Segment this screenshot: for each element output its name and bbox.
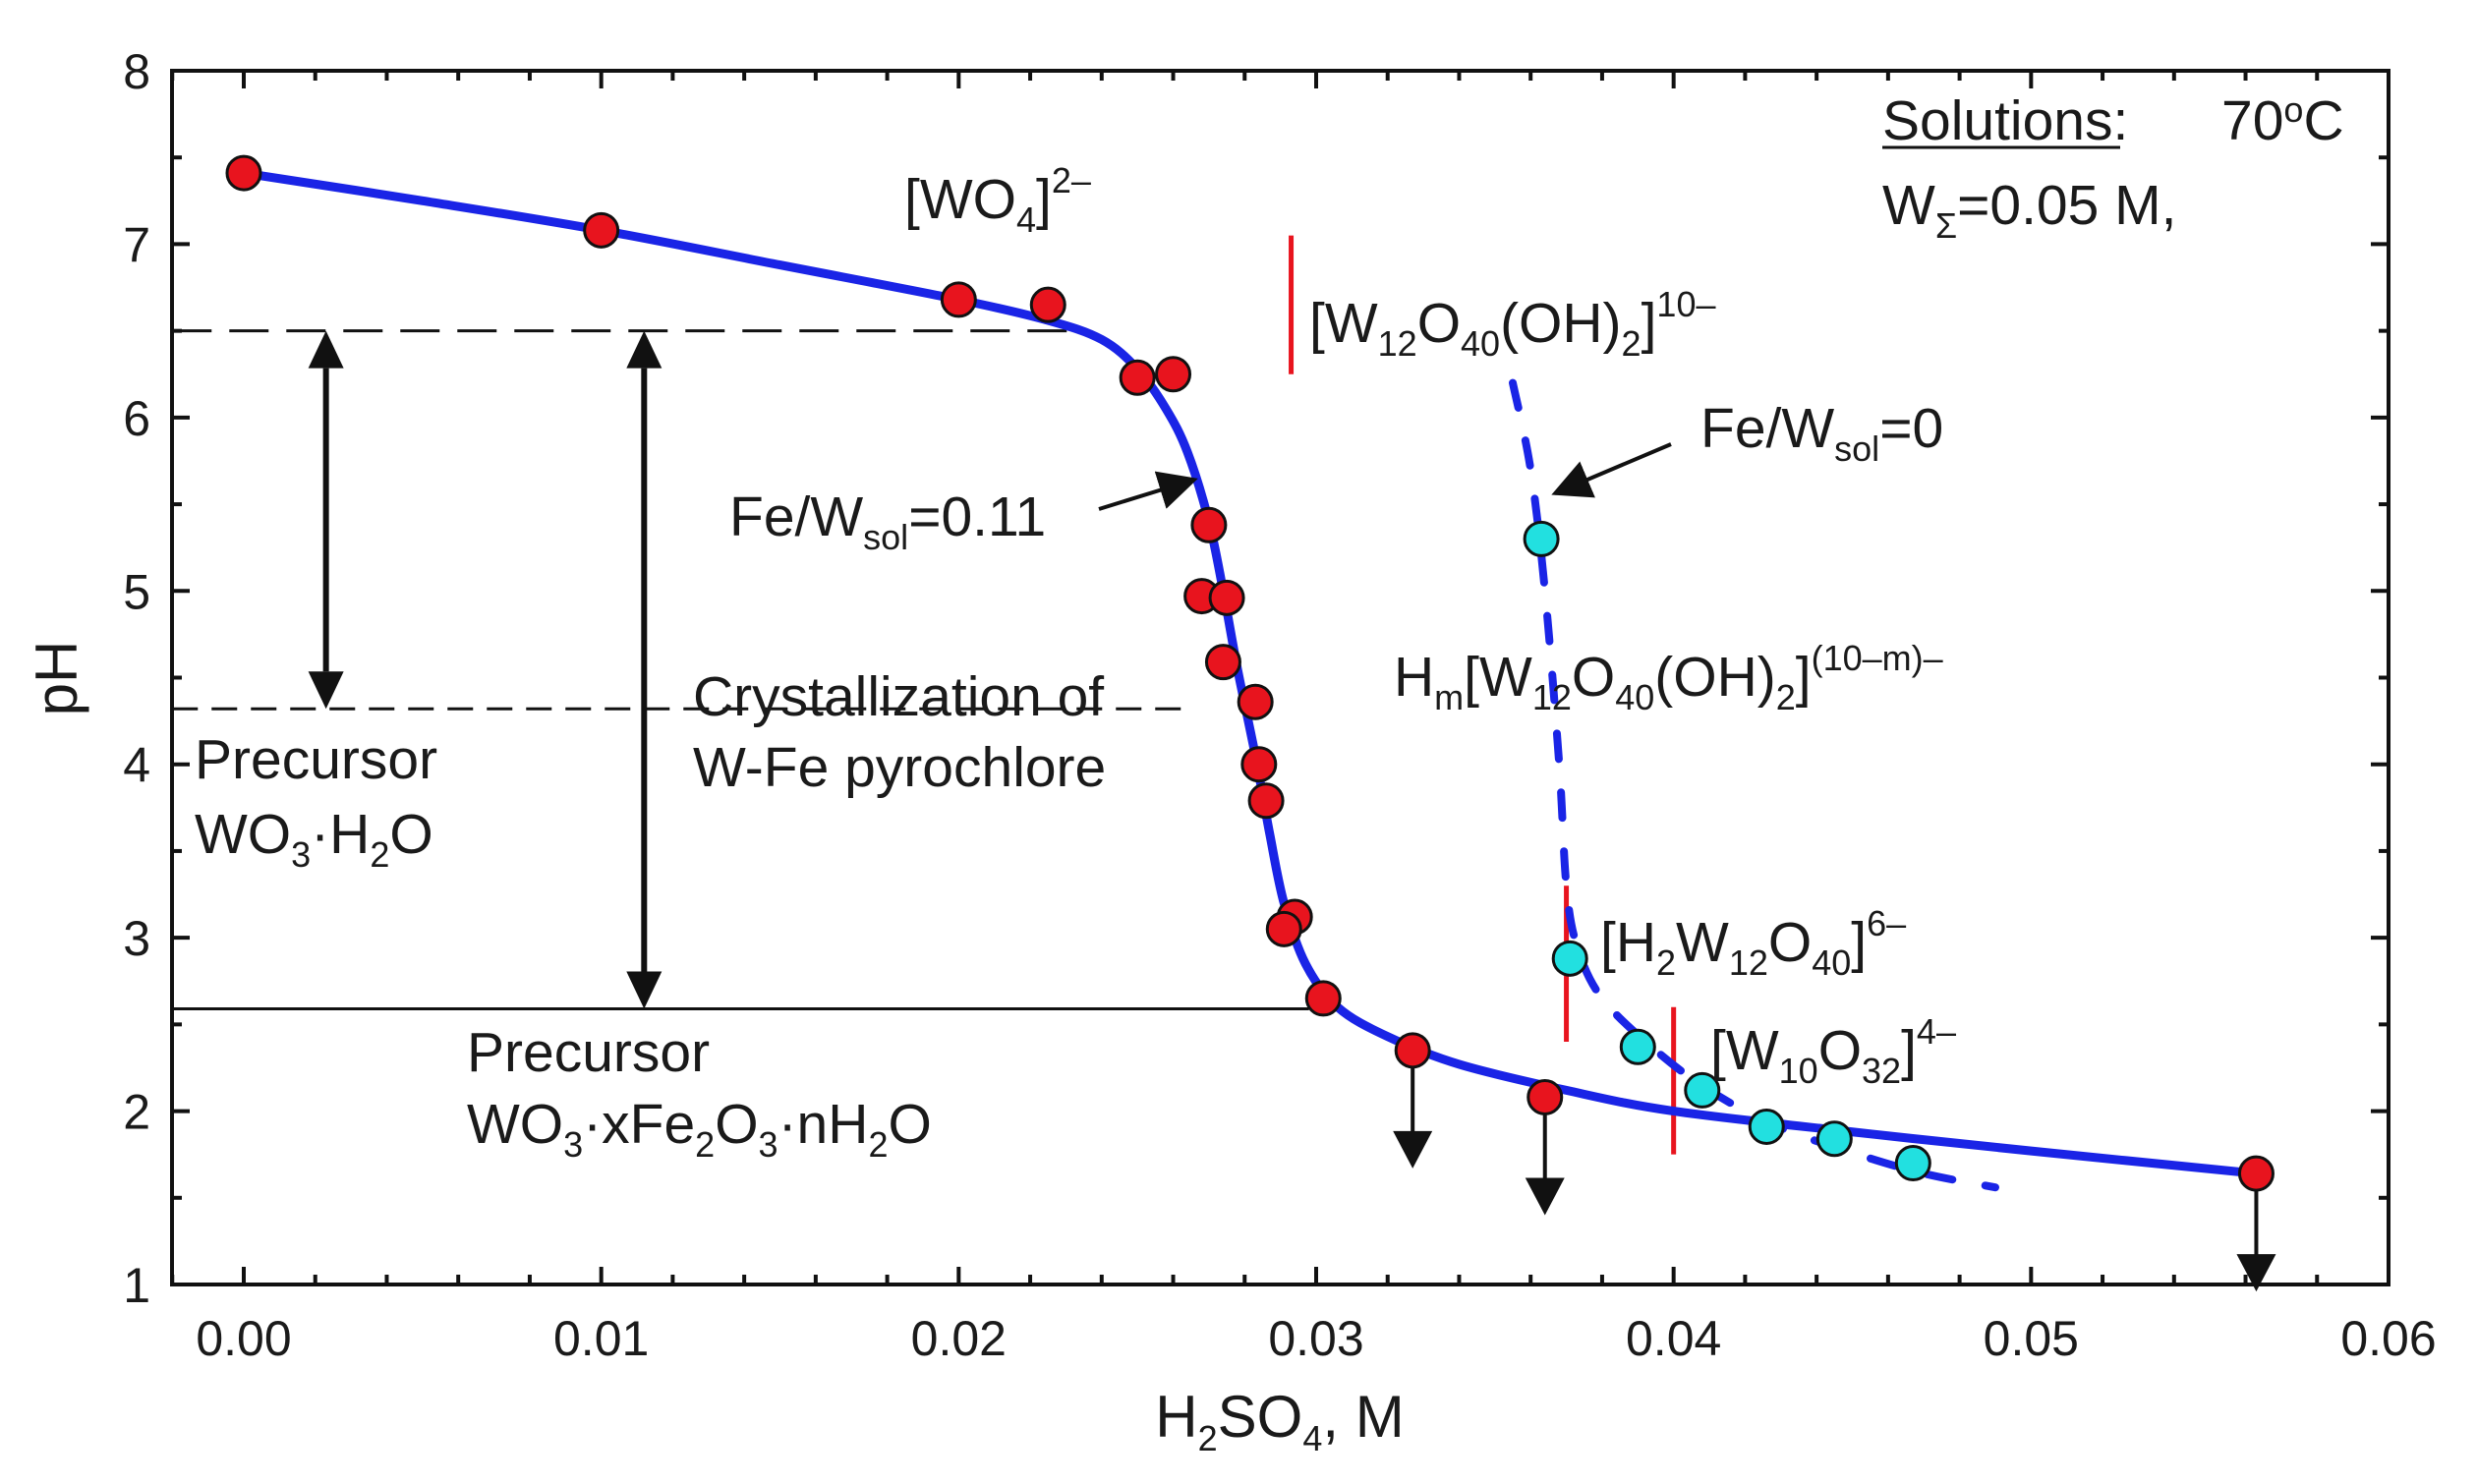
limit-arrows	[1393, 1061, 2276, 1292]
data-point-fe-w-0	[1523, 520, 1560, 557]
data-point-fe-w-011	[225, 154, 262, 192]
w-total-label: WΣ=0.05 M,	[1882, 174, 2176, 246]
data-point-fe-w-011	[1394, 1032, 1431, 1069]
y-tick-labels: 1 2 3 4 5 6 7 8	[123, 44, 150, 1313]
data-point-fe-w-011	[1265, 910, 1302, 947]
x-tick-label: 0.05	[1984, 1311, 2079, 1366]
fe-w-011-label: Fe/Wsol=0.11	[729, 485, 1046, 557]
data-point-fe-w-011	[940, 281, 977, 318]
fe-w-0-pointer-arrow	[1551, 442, 1672, 498]
reference-lines	[172, 329, 1309, 1010]
h2w12-species-label: [H2W12O40]6–	[1600, 903, 1906, 983]
range-arrows	[308, 330, 662, 1009]
data-point-fe-w-011	[1155, 356, 1192, 393]
x-tick-label: 0.04	[1626, 1311, 1721, 1366]
data-point-fe-w-0	[1551, 940, 1588, 977]
y-tick-label: 4	[123, 738, 150, 793]
temperature-label: 70oC	[2221, 89, 2344, 152]
data-point-fe-w-011	[1029, 286, 1066, 323]
data-point-fe-w-011	[1204, 644, 1241, 681]
data-point-fe-w-0	[1748, 1108, 1785, 1145]
y-tick-label: 6	[123, 391, 150, 446]
fit-curves	[239, 168, 2261, 1192]
y-tick-label: 1	[123, 1258, 150, 1313]
range-arrow-head-up	[626, 330, 662, 369]
x-tick-label: 0.01	[553, 1311, 649, 1366]
w12-oh2-species-label: [W12O40(OH)2]10–	[1309, 284, 1716, 364]
data-point-fe-w-011	[1208, 579, 1245, 616]
data-point-fe-w-011	[1190, 506, 1228, 543]
data-point-fe-w-0	[1684, 1071, 1721, 1109]
fe-w-011-pointer-arrow	[1098, 471, 1198, 511]
precursor-2-label-line2: WO3·xFe2O3·nH2O	[467, 1093, 932, 1165]
data-point-fe-w-011	[1237, 683, 1274, 720]
x-tick-label: 0.02	[911, 1311, 1007, 1366]
w10-species-label: [W10O32]4–	[1710, 1011, 1956, 1091]
data-point-fe-w-0	[1619, 1028, 1656, 1065]
x-tick-labels: 0.00 0.01 0.02 0.03 0.04 0.05 0.06	[196, 1311, 2436, 1366]
range-arrow-head-down	[626, 971, 662, 1009]
x-tick-label: 0.06	[2340, 1311, 2436, 1366]
hm-species-label: Hm[W12O40(OH)2](10–m)–	[1394, 638, 1943, 717]
y-tick-label: 7	[123, 217, 150, 272]
crystallization-label-line2: W-Fe pyrochlore	[693, 736, 1106, 799]
data-point-fe-w-011	[1119, 359, 1156, 396]
fit-curve-fe-w-0	[1509, 378, 1999, 1192]
y-tick-label: 3	[123, 911, 150, 966]
solutions-label: Solutions:	[1882, 89, 2128, 152]
precursor-2-label-line1: Precursor	[467, 1021, 710, 1084]
data-point-fe-w-011	[1247, 782, 1285, 820]
data-points	[225, 154, 2275, 1192]
precursor-1-label-line2: WO3·H2O	[195, 803, 433, 875]
down-arrow-head	[2236, 1254, 2276, 1292]
down-arrow-head	[1525, 1177, 1565, 1216]
y-axis-title: pH	[24, 641, 89, 716]
precursor-1-label-line1: Precursor	[195, 728, 437, 791]
fe-w-0-label: Fe/Wsol=0	[1700, 397, 1943, 469]
range-arrow-head-up	[308, 330, 344, 369]
data-point-fe-w-011	[1527, 1078, 1564, 1115]
data-point-fe-w-011	[583, 211, 620, 249]
axis-ticks	[170, 69, 2391, 1286]
y-tick-label: 8	[123, 44, 150, 99]
x-tick-label: 0.03	[1268, 1311, 1363, 1366]
y-tick-label: 2	[123, 1085, 150, 1140]
data-point-fe-w-011	[2237, 1155, 2275, 1192]
data-point-fe-w-0	[1894, 1145, 1931, 1181]
range-arrow-head-down	[308, 671, 344, 710]
down-arrow-head	[1393, 1130, 1433, 1169]
crystallization-label-line1: Crystallization of	[693, 665, 1104, 728]
data-point-fe-w-011	[1304, 980, 1342, 1017]
fit-curve-fe-w-011	[239, 168, 2261, 1178]
wo4-species-label: [WO4]2–	[904, 160, 1091, 240]
data-point-fe-w-011	[1240, 746, 1278, 783]
x-axis-title: H2SO4, M	[1155, 1384, 1404, 1458]
x-tick-label: 0.00	[196, 1311, 291, 1366]
y-tick-label: 5	[123, 564, 150, 619]
data-point-fe-w-0	[1815, 1120, 1853, 1158]
